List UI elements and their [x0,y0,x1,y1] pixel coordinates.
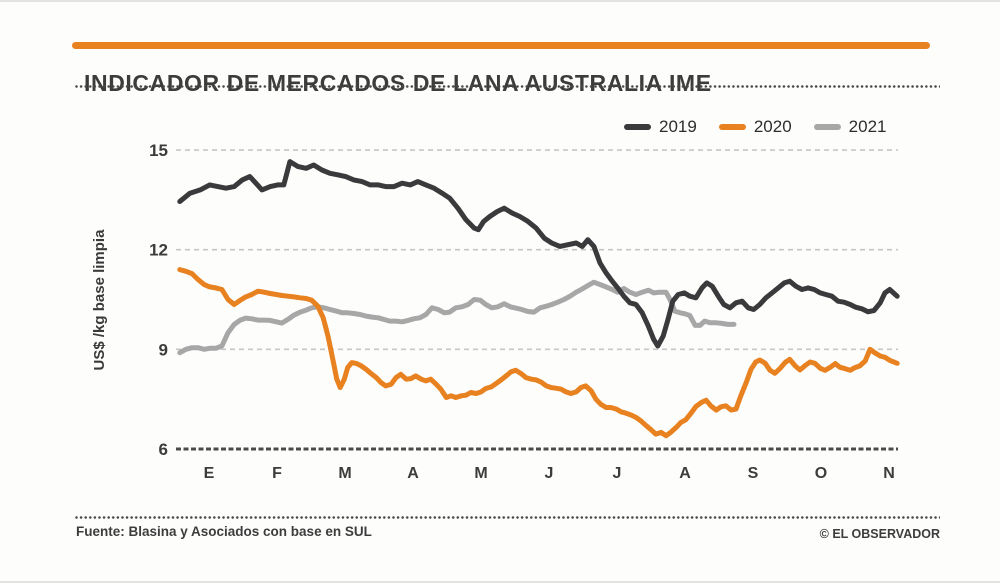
x-tick-label: A [679,465,691,482]
legend-item-2020: 2020 [718,117,792,137]
y-tick-label: 12 [149,241,168,260]
y-tick-label: 15 [149,141,168,160]
x-tick-label: O [815,465,827,482]
legend-label: 2021 [848,117,887,136]
legend-item-2019: 2019 [624,117,697,137]
page-top-edge [0,0,1000,2]
series-line-2020 [177,267,900,439]
accent-bar [72,42,930,49]
x-tick-label: N [883,465,895,482]
series-line-2019 [177,159,900,349]
legend-swatch-2020 [718,124,746,130]
legend-label: 2020 [753,117,792,136]
legend-swatch-2021 [813,124,841,130]
x-tick-label: J [613,465,622,482]
x-tick-label: E [204,465,215,482]
y-tick-label: 6 [159,440,168,459]
legend-item-2021: 2021 [813,117,887,137]
page-title: INDICADOR DE MERCADOS DE LANA AUSTRALIA … [84,70,712,97]
x-tick-label: S [748,465,759,482]
series-line-2021 [177,279,737,356]
x-tick-label: M [474,465,487,482]
x-tick-label: M [338,465,351,482]
page-bottom-edge [0,581,1000,583]
x-tick-label: F [272,465,282,482]
title-divider [75,85,940,88]
x-tick-label: J [545,465,554,482]
y-tick-label: 9 [159,340,168,359]
legend-swatch-2019 [624,124,651,130]
source-text: Fuente: Blasina y Asociados con base en … [76,524,372,539]
credit-text: © EL OBSERVADOR [819,527,940,541]
legend-label: 2019 [659,117,697,136]
chart-legend: 2019 2020 2021 [624,117,886,137]
y-axis-label: US$ /kg base limpia [91,229,108,371]
x-tick-label: A [407,465,419,482]
footer-divider [75,516,940,519]
